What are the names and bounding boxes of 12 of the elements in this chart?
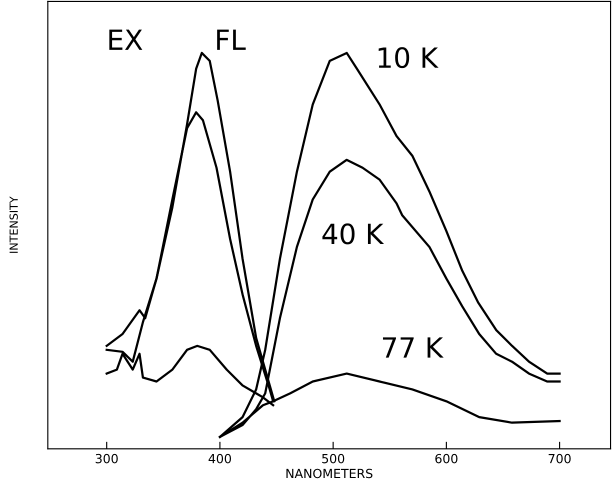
x-tick-label: 700 bbox=[548, 454, 571, 464]
x-axis-title: NANOMETERS bbox=[286, 468, 372, 478]
annotation: 10 K bbox=[378, 47, 439, 68]
x-tick-label: 600 bbox=[435, 454, 458, 464]
text: EX bbox=[109, 30, 142, 50]
text: FL bbox=[217, 30, 246, 50]
y-axis-title: INTENSITY bbox=[9, 196, 18, 253]
annotation: 40 K bbox=[322, 223, 384, 244]
x-tick-label: 500 bbox=[322, 454, 344, 464]
x-tick-label: 400 bbox=[208, 454, 232, 464]
x-tick-label: 300 bbox=[96, 454, 118, 464]
annotation: 77 K bbox=[382, 337, 444, 358]
